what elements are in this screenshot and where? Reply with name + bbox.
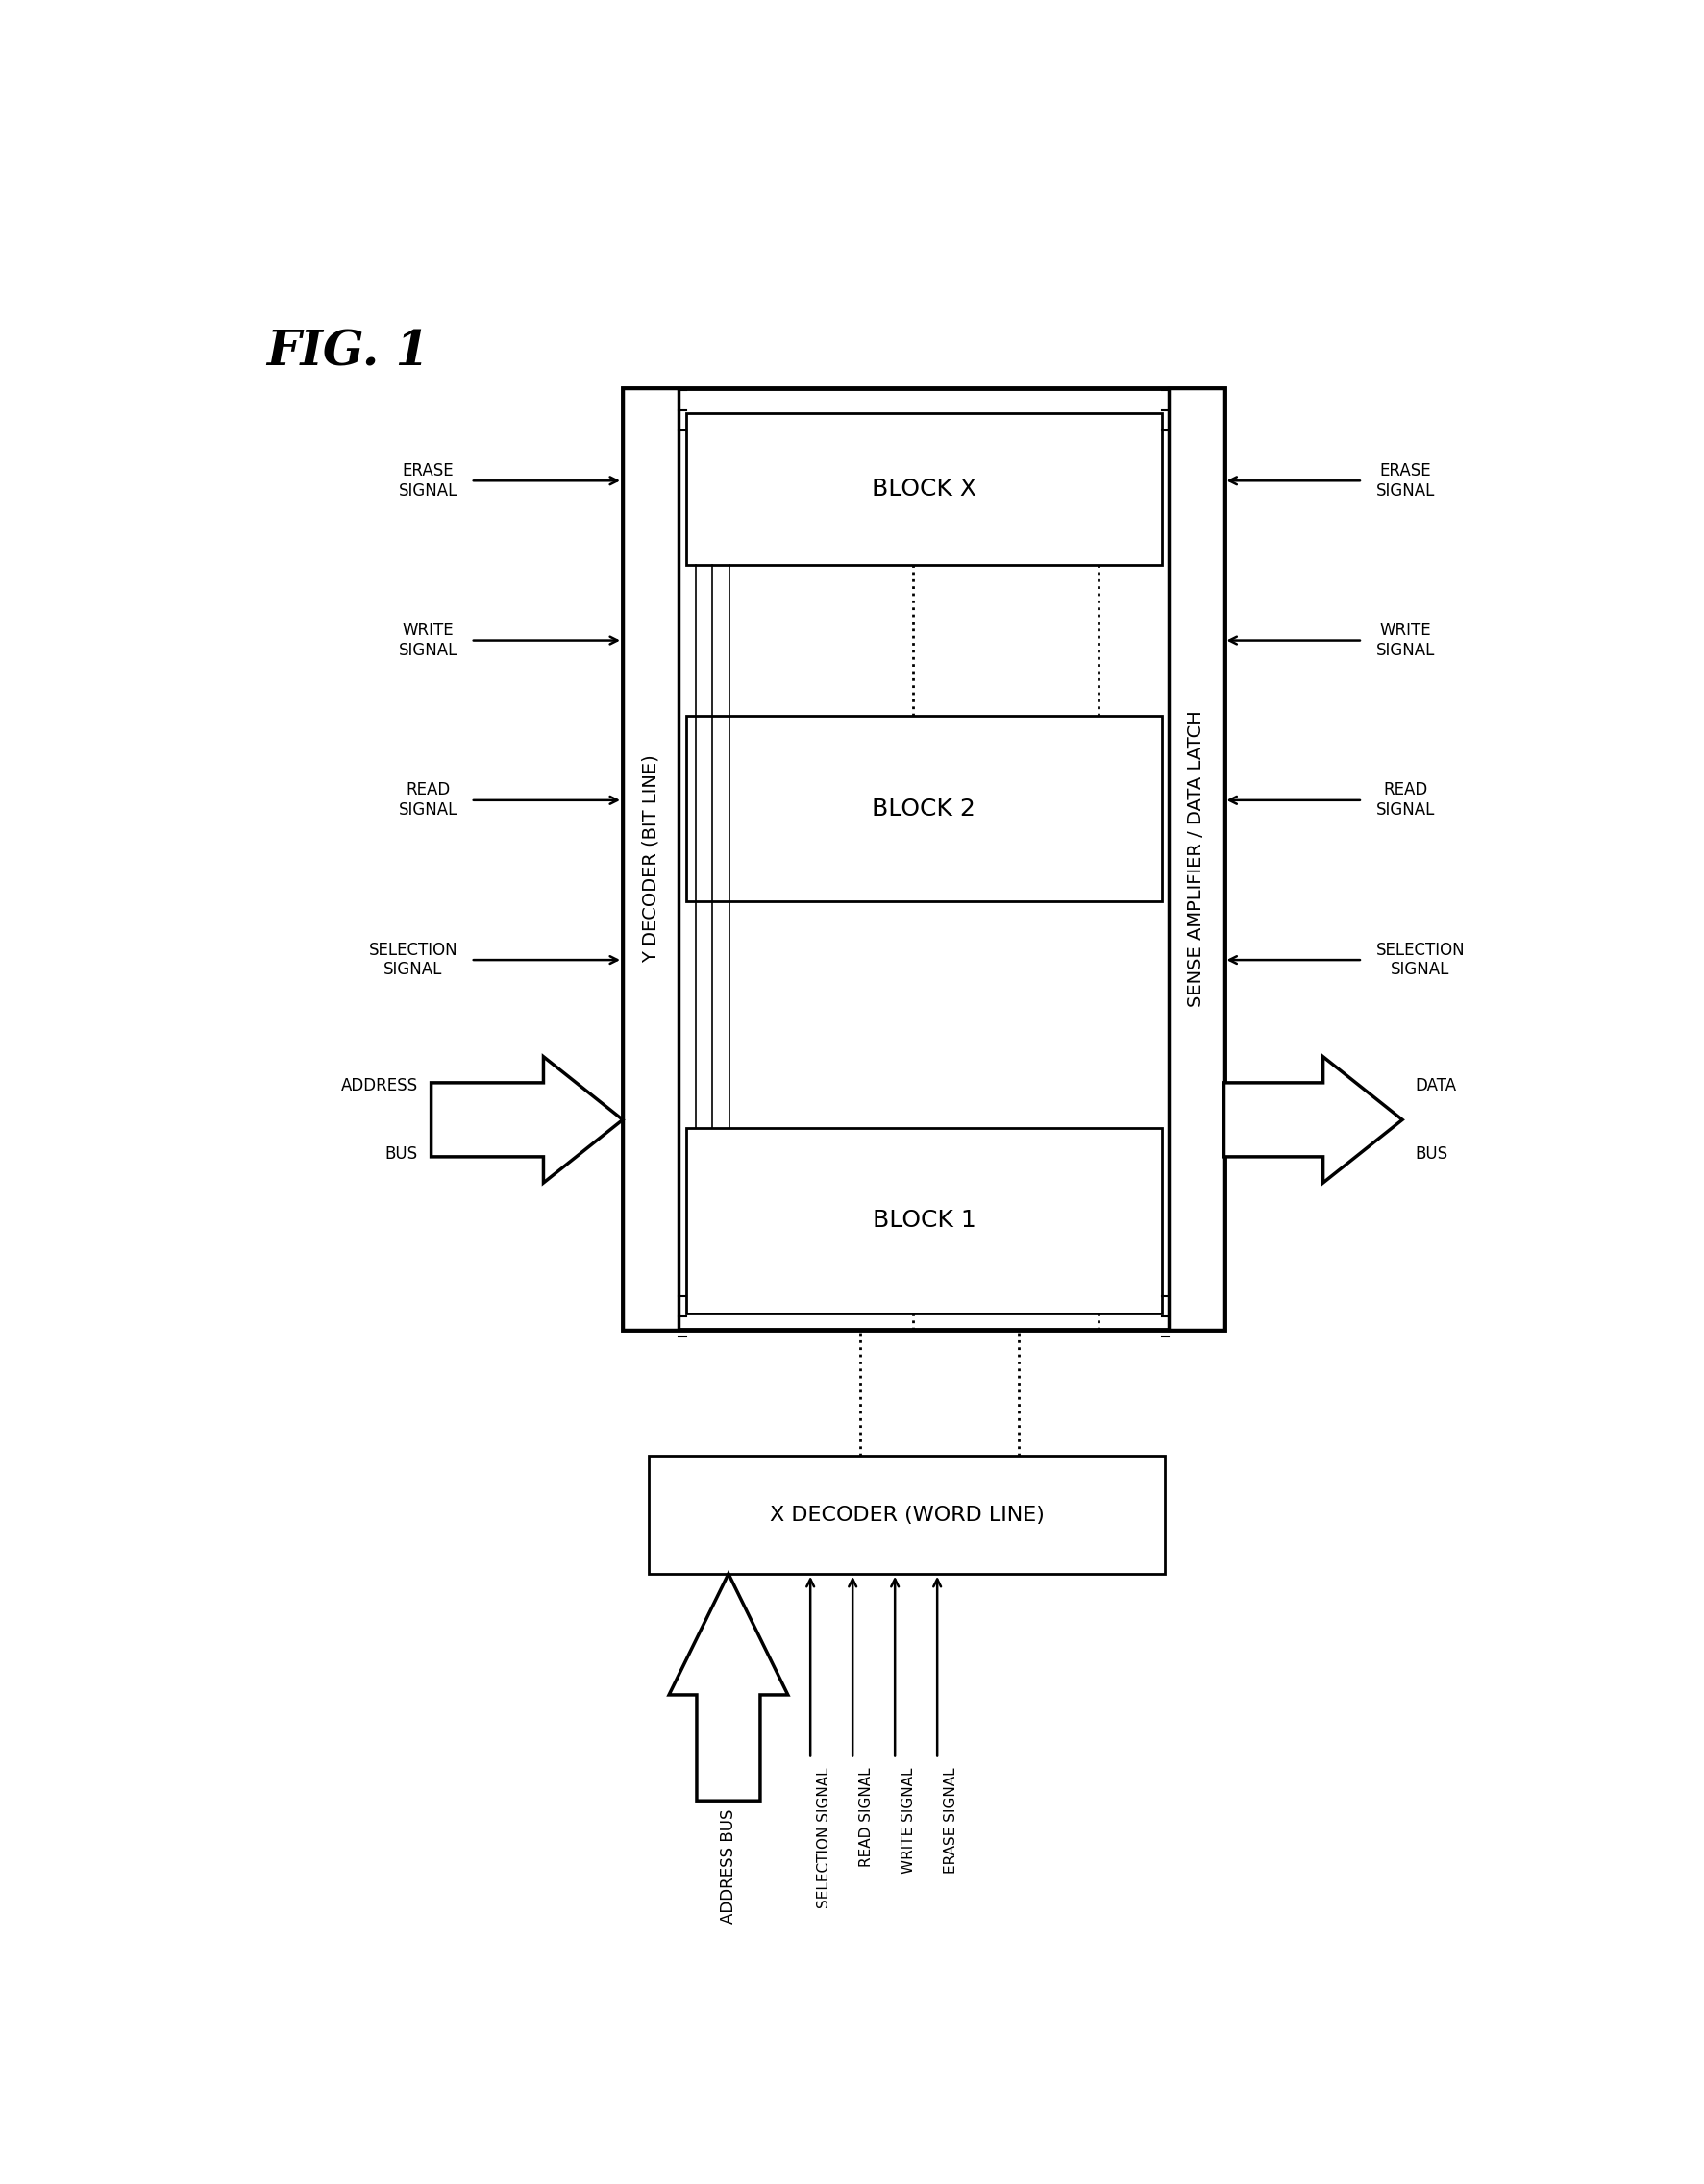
Text: READ
SIGNAL: READ SIGNAL (399, 782, 457, 819)
Bar (622, 389, 678, 1330)
Text: DATA: DATA (1414, 1077, 1457, 1094)
Text: ERASE SIGNAL: ERASE SIGNAL (944, 1767, 958, 1874)
Text: WRITE
SIGNAL: WRITE SIGNAL (1375, 622, 1435, 660)
Polygon shape (431, 1057, 622, 1184)
Bar (622, 389, 1223, 1330)
Text: SELECTION
SIGNAL: SELECTION SIGNAL (368, 941, 457, 978)
Text: ADDRESS BUS: ADDRESS BUS (719, 1808, 736, 1924)
Text: BLOCK 2: BLOCK 2 (872, 797, 975, 821)
Text: BLOCK 1: BLOCK 1 (872, 1210, 975, 1232)
Text: BUS: BUS (1414, 1144, 1447, 1162)
Text: WRITE
SIGNAL: WRITE SIGNAL (399, 622, 457, 660)
Bar (685, 413, 1160, 566)
Text: X DECODER (WORD LINE): X DECODER (WORD LINE) (769, 1505, 1043, 1524)
Text: Y DECODER (BIT LINE): Y DECODER (BIT LINE) (641, 756, 659, 963)
Text: READ
SIGNAL: READ SIGNAL (1375, 782, 1435, 819)
Bar (1167, 389, 1223, 1330)
Text: SELECTION
SIGNAL: SELECTION SIGNAL (1375, 941, 1464, 978)
Text: ERASE
SIGNAL: ERASE SIGNAL (399, 463, 457, 500)
Text: ADDRESS: ADDRESS (341, 1077, 417, 1094)
Text: SENSE AMPLIFIER / DATA LATCH: SENSE AMPLIFIER / DATA LATCH (1186, 710, 1205, 1007)
Bar (685, 1129, 1160, 1313)
Text: ERASE
SIGNAL: ERASE SIGNAL (1375, 463, 1435, 500)
Text: WRITE SIGNAL: WRITE SIGNAL (901, 1767, 915, 1874)
Text: BUS: BUS (385, 1144, 417, 1162)
Polygon shape (1223, 1057, 1402, 1184)
Text: SELECTION SIGNAL: SELECTION SIGNAL (816, 1767, 832, 1909)
Polygon shape (668, 1575, 787, 1802)
Text: BLOCK X: BLOCK X (871, 478, 976, 500)
Bar (649, 1457, 1164, 1575)
Text: READ SIGNAL: READ SIGNAL (859, 1767, 872, 1867)
Text: FIG. 1: FIG. 1 (266, 330, 428, 376)
Bar (685, 716, 1160, 902)
